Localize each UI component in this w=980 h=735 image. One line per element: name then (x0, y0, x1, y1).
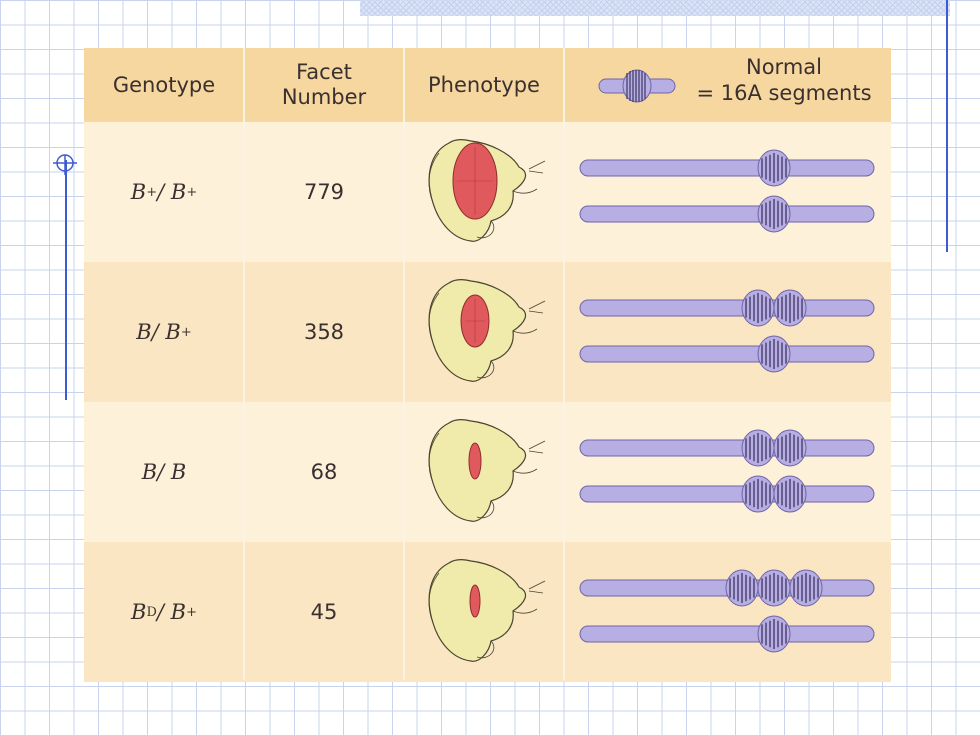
fly-head-illustration (428, 419, 546, 522)
genotype-base: B (141, 460, 158, 484)
compound-eye (468, 442, 482, 480)
header-genotype: Genotype (84, 48, 244, 122)
chromosome-cell (578, 122, 878, 262)
chromosome-bottom (579, 195, 875, 233)
genotype-cell: B / B (84, 402, 244, 542)
legend-segment-icon (598, 69, 676, 103)
genotype-separator: / B (157, 460, 187, 484)
chromosome-cell (578, 542, 878, 682)
chromosome-bottom (579, 615, 875, 653)
crosshair-icon (53, 154, 77, 175)
chromosome-pair (579, 149, 875, 233)
facet-number: 779 (303, 180, 345, 204)
header-genotype-label: Genotype (112, 72, 216, 97)
facet-number-cell: 779 (244, 122, 404, 262)
right-vertical-rule (946, 0, 948, 252)
header-phenotype: Phenotype (404, 48, 564, 122)
fly-head-illustration (428, 139, 546, 242)
genotype-sup2: + (180, 324, 192, 340)
chromosome-cell (578, 402, 878, 542)
chromosome-top (579, 569, 875, 607)
header-facet-number: Facet Number (244, 48, 404, 122)
genotype-cell: B + / B + (84, 122, 244, 262)
chromosome-cell (578, 262, 878, 402)
fly-head-illustration (428, 559, 546, 662)
chromosome-pair (579, 569, 875, 653)
column-divider (563, 48, 565, 680)
genotype-separator: / B (157, 180, 187, 204)
top-decorative-band (360, 0, 950, 16)
table-row: B / B +358 (84, 262, 891, 402)
chromosome-pair (579, 429, 875, 513)
facet-number: 358 (303, 320, 345, 344)
column-divider (403, 48, 405, 680)
genotype-base: B (130, 180, 147, 204)
legend-label: Normal = 16A segments (684, 54, 884, 106)
facet-number: 45 (310, 600, 338, 624)
facet-number-cell: 68 (244, 402, 404, 542)
genotype-sup1: + (146, 184, 158, 200)
legend-line1: Normal (746, 55, 822, 79)
chromosome-top (579, 429, 875, 467)
genotype-separator: / B (156, 600, 187, 624)
phenotype-cell (414, 262, 554, 402)
genotype-base: B (131, 600, 147, 624)
header-facet-line1: Facet (296, 60, 352, 84)
chromosome-top (579, 149, 875, 187)
genotype-sup2: + (186, 184, 198, 200)
phenotype-cell (414, 542, 554, 682)
compound-eye (469, 584, 481, 618)
fly-head-illustration (428, 279, 546, 382)
header-phenotype-label: Phenotype (428, 72, 540, 97)
genotype-sup1: D (146, 604, 157, 620)
chromosome-top (579, 289, 875, 327)
table-row: B / B 68 (84, 402, 891, 542)
facet-number-cell: 358 (244, 262, 404, 402)
genotype-base: B (136, 320, 152, 344)
chromosome-bottom (579, 475, 875, 513)
table-header: Genotype Facet Number Phenotype Normal =… (84, 48, 891, 122)
left-vertical-rule (65, 160, 67, 400)
genotype-separator: / B (151, 320, 181, 344)
phenotype-cell (414, 402, 554, 542)
chromosome-bottom (579, 335, 875, 373)
bar-eye-figure: Genotype Facet Number Phenotype Normal =… (84, 48, 891, 682)
facet-number: 68 (310, 460, 338, 484)
genotype-sup2: + (186, 604, 197, 620)
header-facet-line2: Number (281, 85, 367, 109)
table-row: B + / B +779 (84, 122, 891, 262)
column-divider (243, 48, 245, 680)
facet-number-cell: 45 (244, 542, 404, 682)
chromosome-pair (579, 289, 875, 373)
phenotype-cell (414, 122, 554, 262)
genotype-cell: B / B + (84, 262, 244, 402)
legend-line2: = 16A segments (696, 81, 872, 105)
